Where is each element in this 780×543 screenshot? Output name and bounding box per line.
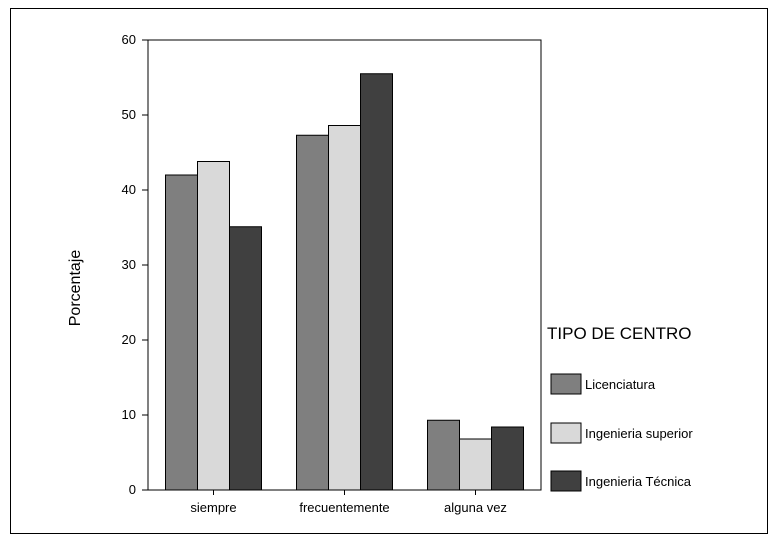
x-tick-label: alguna vez xyxy=(444,500,507,515)
y-axis-title: Porcentaje xyxy=(67,250,84,327)
legend-label: Ingenieria Técnica xyxy=(585,474,692,489)
x-tick-label: frecuentemente xyxy=(299,500,389,515)
legend-swatch xyxy=(550,470,582,492)
bar xyxy=(197,161,230,491)
y-tick-label: 20 xyxy=(122,332,136,347)
y-tick-label: 50 xyxy=(122,107,136,122)
y-tick-label: 30 xyxy=(122,257,136,272)
y-axis: 0 10 20 30 40 50 60 xyxy=(122,32,148,497)
bar xyxy=(427,419,460,491)
chart-frame xyxy=(10,8,768,534)
y-tick-label: 10 xyxy=(122,407,136,422)
legend-swatch xyxy=(550,422,582,444)
bar xyxy=(491,426,524,491)
bar xyxy=(229,226,262,491)
bar xyxy=(328,125,361,491)
y-tick-label: 0 xyxy=(129,482,136,497)
bar xyxy=(296,134,329,491)
bar xyxy=(165,174,198,491)
y-tick-label: 60 xyxy=(122,32,136,47)
bar xyxy=(459,438,492,491)
bar xyxy=(360,73,393,491)
x-tick-label: siempre xyxy=(190,500,236,515)
legend-swatch xyxy=(550,373,582,395)
x-axis: siempre frecuentemente alguna vez xyxy=(190,490,507,515)
legend-label: Ingenieria superior xyxy=(585,426,693,441)
y-tick-label: 40 xyxy=(122,182,136,197)
legend-label: Licenciatura xyxy=(585,377,656,392)
bars xyxy=(165,73,524,491)
legend-title: TIPO DE CENTRO xyxy=(547,324,692,343)
legend: TIPO DE CENTRO Licenciatura Ingenieria su… xyxy=(547,324,693,492)
